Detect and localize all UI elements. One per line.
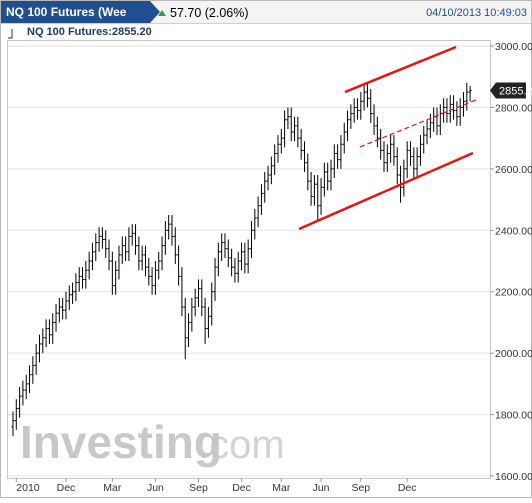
x-tick-label: Dec	[398, 482, 417, 494]
last-price-box	[490, 82, 526, 99]
x-tick-label: Mar	[272, 482, 291, 494]
watermark-brand: Investing	[20, 416, 222, 468]
x-tick-label: Sep	[351, 482, 370, 494]
trend-lines	[298, 45, 479, 231]
x-tick-label: Dec	[57, 482, 76, 494]
last-price-label: 2855.2	[499, 85, 532, 97]
y-tick-label: 2200.00	[495, 287, 532, 299]
trend-line-lower	[298, 151, 474, 231]
y-tick-label: 3000.00	[495, 41, 532, 53]
x-tick-label: Jun	[147, 482, 164, 494]
watermark: Investing .com	[20, 416, 285, 468]
x-tick-label: Jun	[313, 482, 330, 494]
trend-line-upper	[344, 45, 457, 94]
x-tick-label: 2010	[16, 482, 40, 494]
y-tick-label: 2800.00	[495, 102, 532, 114]
chart-title: NQ 100 Futures (Wee	[6, 5, 127, 19]
title-tab	[1, 1, 160, 23]
x-tick-label: Dec	[232, 482, 251, 494]
timestamp: 04/10/2013 10:49:03	[426, 7, 527, 19]
watermark-suffix: .com	[198, 423, 285, 467]
plot-border	[7, 40, 491, 479]
ohlc-bars	[11, 82, 472, 437]
y-tick-label: 2000.00	[495, 348, 532, 360]
chart-subtitle: NQ 100 Futures:2855.20	[27, 26, 152, 38]
x-tick-label: Mar	[103, 482, 122, 494]
axes: 1600.00 1800.00 2000.00 2200.00 2400.00 2600.…	[15, 41, 532, 494]
ohlc-icon	[8, 29, 13, 39]
change-arrow	[158, 10, 166, 16]
y-tick-label: 1600.00	[495, 471, 532, 483]
y-tick-label: 2600.00	[495, 164, 532, 176]
trend-line-mid	[359, 98, 479, 148]
price-change: 57.70 (2.06%)	[170, 6, 249, 20]
y-tick-label: 1800.00	[495, 410, 532, 422]
y-tick-label: 2400.00	[495, 225, 532, 237]
grid	[8, 45, 490, 477]
x-tick-label: Sep	[189, 482, 208, 494]
